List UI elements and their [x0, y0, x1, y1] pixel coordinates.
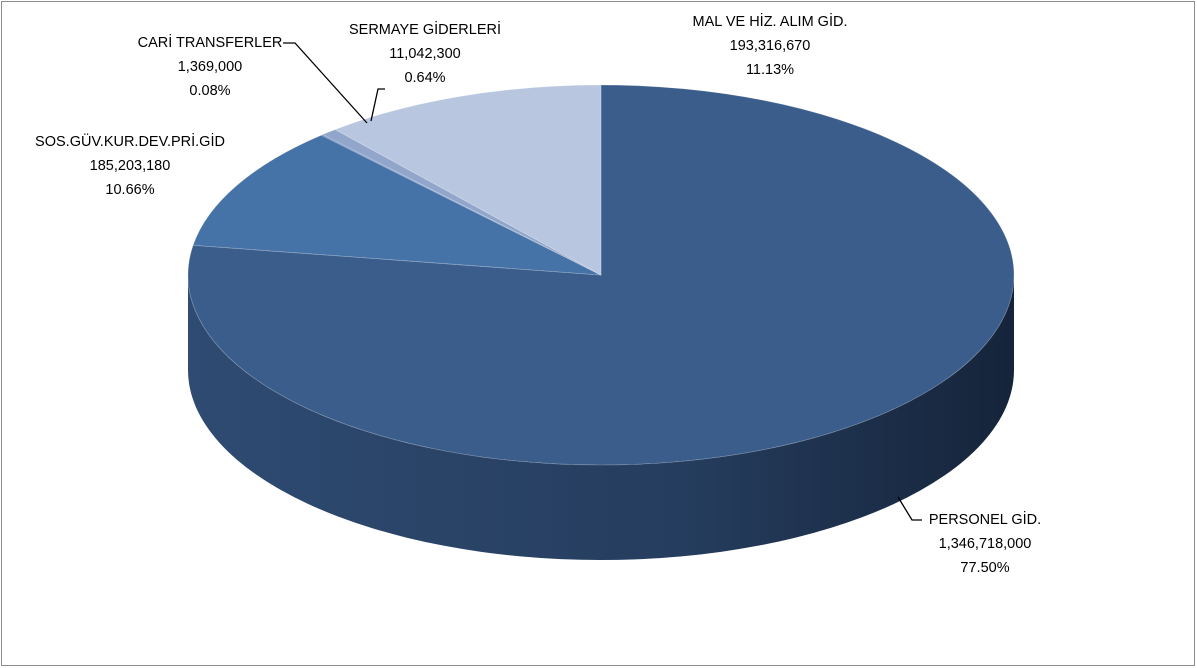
slice-value: 11,042,300: [389, 46, 461, 62]
leader-line: [370, 88, 385, 122]
slice: [320, 134, 602, 276]
slice-percent: 11.13%: [745, 62, 795, 78]
slice-name: SERMAYE GİDERLERİ: [348, 22, 502, 38]
data-label: SOS.GÜV.KUR.DEV.PRİ.GİD 185,203,180 10.66%: [23, 130, 238, 202]
slice-percent: 10.66%: [105, 182, 155, 198]
data-label: MAL VE HİZ. ALIM GİD. 193,316,670 11.13%: [693, 10, 848, 82]
leader-line: [283, 42, 368, 124]
slice-name: PERSONEL GİD.: [928, 512, 1042, 528]
leader-lines: [283, 42, 922, 521]
slice-value: 185,203,180: [89, 158, 171, 174]
slice: [187, 84, 1015, 466]
slice-value: 1,346,718,000: [938, 536, 1032, 552]
slice: [334, 84, 602, 276]
slice-name: MAL VE HİZ. ALIM GİD.: [692, 14, 848, 30]
slice-percent: 77.50%: [960, 560, 1010, 576]
slice-name: CARİ TRANSFERLER: [137, 35, 283, 51]
slice-name: SOS.GÜV.KUR.DEV.PRİ.GİD: [35, 134, 225, 150]
slice: [321, 129, 602, 276]
slice-side: [188, 275, 1014, 560]
pie: [187, 84, 1015, 560]
slice-percent: 0.64%: [404, 70, 446, 86]
data-label: SERMAYE GİDERLERİ 11,042,300 0.64%: [349, 18, 501, 90]
slice: [192, 134, 602, 276]
slice-percent: 0.08%: [189, 83, 231, 99]
data-label: PERSONEL GİD. 1,346,718,000 77.50%: [929, 508, 1041, 580]
slice-value: 193,316,670: [729, 38, 811, 54]
slice-value: 1,369,000: [177, 59, 243, 75]
data-label: CARİ TRANSFERLER 1,369,000 0.08%: [138, 31, 283, 103]
leader-line: [897, 496, 922, 521]
